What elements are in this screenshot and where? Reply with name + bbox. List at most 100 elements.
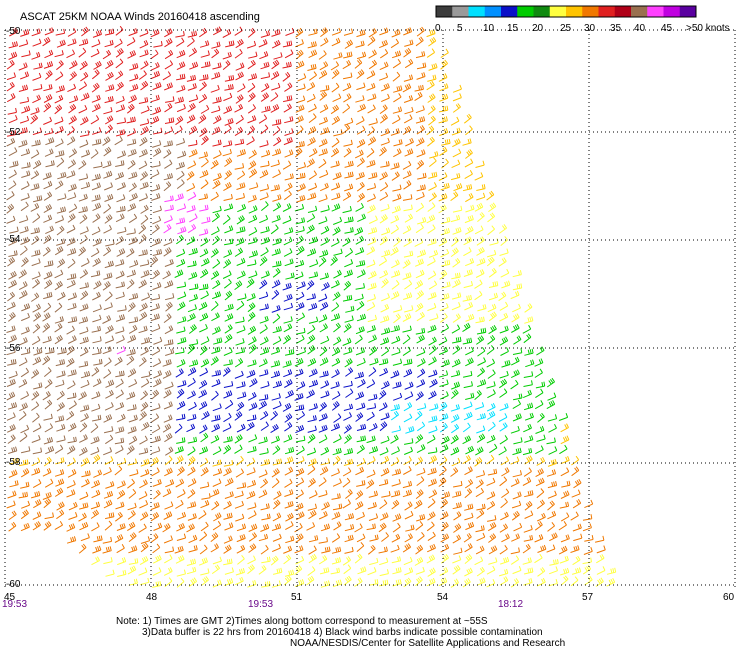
wind-barb (80, 92, 90, 102)
wind-barb (272, 458, 283, 466)
wind-barb (247, 311, 256, 322)
wind-barb (44, 512, 54, 520)
wind-barb (390, 544, 400, 553)
wind-barb (343, 323, 352, 333)
wind-barb (127, 510, 136, 520)
wind-barb (80, 258, 90, 267)
wind-barb (285, 272, 295, 280)
wind-barb (175, 115, 184, 126)
wind-barb (199, 323, 208, 333)
wind-barb (188, 324, 197, 334)
wind-barb (344, 358, 353, 368)
wind-barb (560, 467, 570, 477)
wind-barb (452, 555, 462, 564)
wind-barb (31, 249, 41, 257)
wind-barb (54, 280, 63, 291)
wind-barb (67, 422, 77, 432)
wind-barb (440, 259, 451, 267)
wind-barb (248, 532, 258, 542)
colorbar-swatch (484, 6, 502, 17)
wind-barb (128, 94, 137, 104)
wind-barb (464, 215, 474, 224)
wind-barb (367, 36, 376, 46)
wind-barb (187, 513, 197, 521)
wind-barb (367, 282, 377, 291)
wind-barb (260, 421, 269, 431)
wind-barb (294, 393, 304, 401)
wind-barb (511, 313, 520, 323)
wind-barb (198, 193, 208, 201)
wind-barb (331, 37, 341, 47)
wind-barb (512, 413, 522, 422)
wind-barb (356, 29, 366, 38)
wind-barb (416, 334, 425, 344)
wind-barb (260, 458, 270, 466)
wind-barb (43, 116, 53, 125)
colorbar-swatch (614, 6, 632, 17)
wind-barb (356, 357, 366, 367)
wind-barb (258, 114, 268, 124)
notes: Note: 1) Times are GMT 2)Times along bot… (116, 616, 565, 649)
wind-barb (234, 280, 243, 291)
wind-barb (43, 214, 53, 223)
wind-barb (67, 436, 77, 444)
wind-barb (105, 84, 115, 92)
wind-barb (379, 557, 389, 566)
wind-barb (356, 125, 366, 135)
wind-barb (415, 434, 424, 444)
wind-barb (584, 534, 594, 542)
wind-barb (91, 325, 101, 333)
wind-barb (306, 213, 316, 223)
wind-barb (213, 150, 222, 159)
wind-barb (21, 162, 31, 169)
wind-barb (55, 138, 64, 148)
wind-barb (416, 348, 426, 357)
wind-barb (188, 534, 198, 544)
wind-barb (321, 282, 330, 291)
wind-barb (212, 62, 222, 70)
wind-barb (248, 523, 258, 532)
wind-barb (285, 512, 294, 522)
wind-barb (523, 534, 534, 542)
wind-barb (259, 169, 269, 179)
wind-barb (176, 388, 185, 399)
wind-barb (223, 558, 233, 566)
wind-barb (212, 96, 222, 104)
wind-barb (273, 52, 283, 60)
wind-barb (19, 245, 28, 256)
wind-barb (67, 369, 77, 377)
wind-barb (234, 26, 243, 36)
wind-barb (476, 236, 485, 246)
wind-barb (475, 160, 485, 168)
wind-barb (200, 50, 210, 58)
wind-barb (175, 455, 184, 465)
wind-barb (318, 116, 328, 125)
wind-barb (558, 413, 569, 421)
wind-barb (223, 381, 234, 388)
wind-barb (247, 445, 257, 454)
wind-barb (439, 511, 449, 520)
wind-barb (139, 181, 149, 190)
wind-barb (294, 545, 304, 554)
colorbar-swatch (663, 6, 681, 17)
wind-barb (594, 535, 605, 543)
wind-barb (523, 578, 533, 586)
wind-barb (198, 510, 207, 520)
wind-barb (57, 291, 66, 301)
wind-barb (151, 193, 161, 201)
wind-barb (368, 490, 378, 498)
wind-barb (343, 147, 352, 158)
wind-barb (104, 335, 115, 344)
wind-barb (234, 444, 243, 454)
wind-barb (223, 467, 232, 477)
wind-barb (152, 378, 162, 388)
wind-barb (416, 311, 425, 322)
wind-barb (294, 203, 305, 212)
wind-barb (222, 423, 232, 432)
wind-barb (79, 521, 89, 531)
wind-barb (102, 160, 112, 169)
wind-barb (67, 468, 77, 478)
wind-barb (78, 391, 87, 401)
wind-barb (91, 403, 101, 412)
wind-barb (462, 435, 472, 445)
